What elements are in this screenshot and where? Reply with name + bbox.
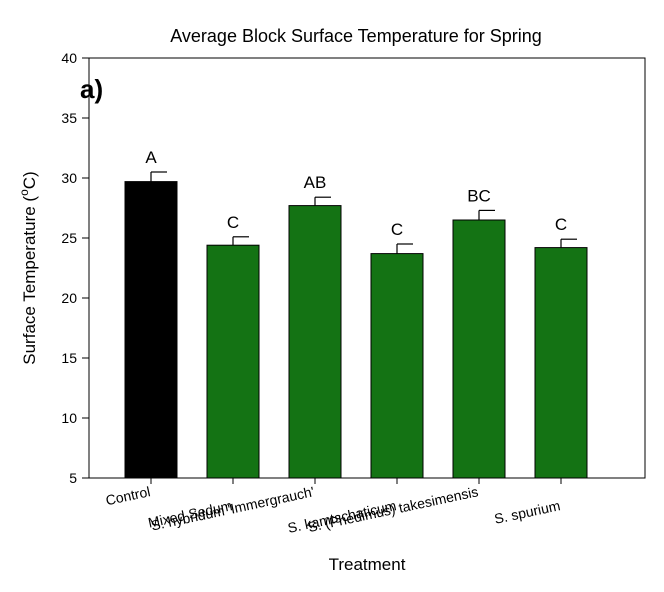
significance-letter: C: [555, 215, 567, 234]
y-tick-label: 15: [61, 350, 77, 366]
bar: [288, 205, 342, 479]
bar-series: A C AB C BC C: [124, 148, 588, 479]
y-axis-ticks: 5 10 15 20 25 30 35 40: [61, 50, 89, 486]
y-tick-label: 5: [69, 470, 77, 486]
bar: [452, 219, 506, 479]
y-tick-label: 20: [61, 290, 77, 306]
y-tick-label: 25: [61, 230, 77, 246]
bar: [206, 244, 260, 479]
x-tick-label: S. spurium: [493, 497, 562, 527]
y-tick-label: 35: [61, 110, 77, 126]
panel-label: a): [80, 74, 103, 104]
bar: [370, 253, 424, 479]
significance-letter: BC: [467, 186, 491, 205]
significance-letter: A: [145, 148, 157, 167]
significance-letter: AB: [304, 173, 327, 192]
plot-area: a) 5 10 15 20 25 30 35 40 A C AB C BC C ControlMixed…: [61, 50, 646, 536]
x-tick-label: S. (Phedimus) takesimensis: [307, 483, 480, 535]
y-tick-label: 10: [61, 410, 77, 426]
chart-title: Average Block Surface Temperature for Sp…: [170, 26, 542, 46]
bar: [534, 247, 588, 479]
bar: [124, 181, 178, 479]
plot-frame: [88, 57, 646, 479]
x-axis-label: Treatment: [329, 555, 406, 574]
x-tick-label: Control: [104, 483, 151, 508]
y-axis-label: Surface Temperature (oC): [17, 171, 39, 364]
significance-letter: C: [227, 213, 239, 232]
y-tick-label: 30: [61, 170, 77, 186]
y-tick-label: 40: [61, 50, 77, 66]
significance-letter: C: [391, 220, 403, 239]
